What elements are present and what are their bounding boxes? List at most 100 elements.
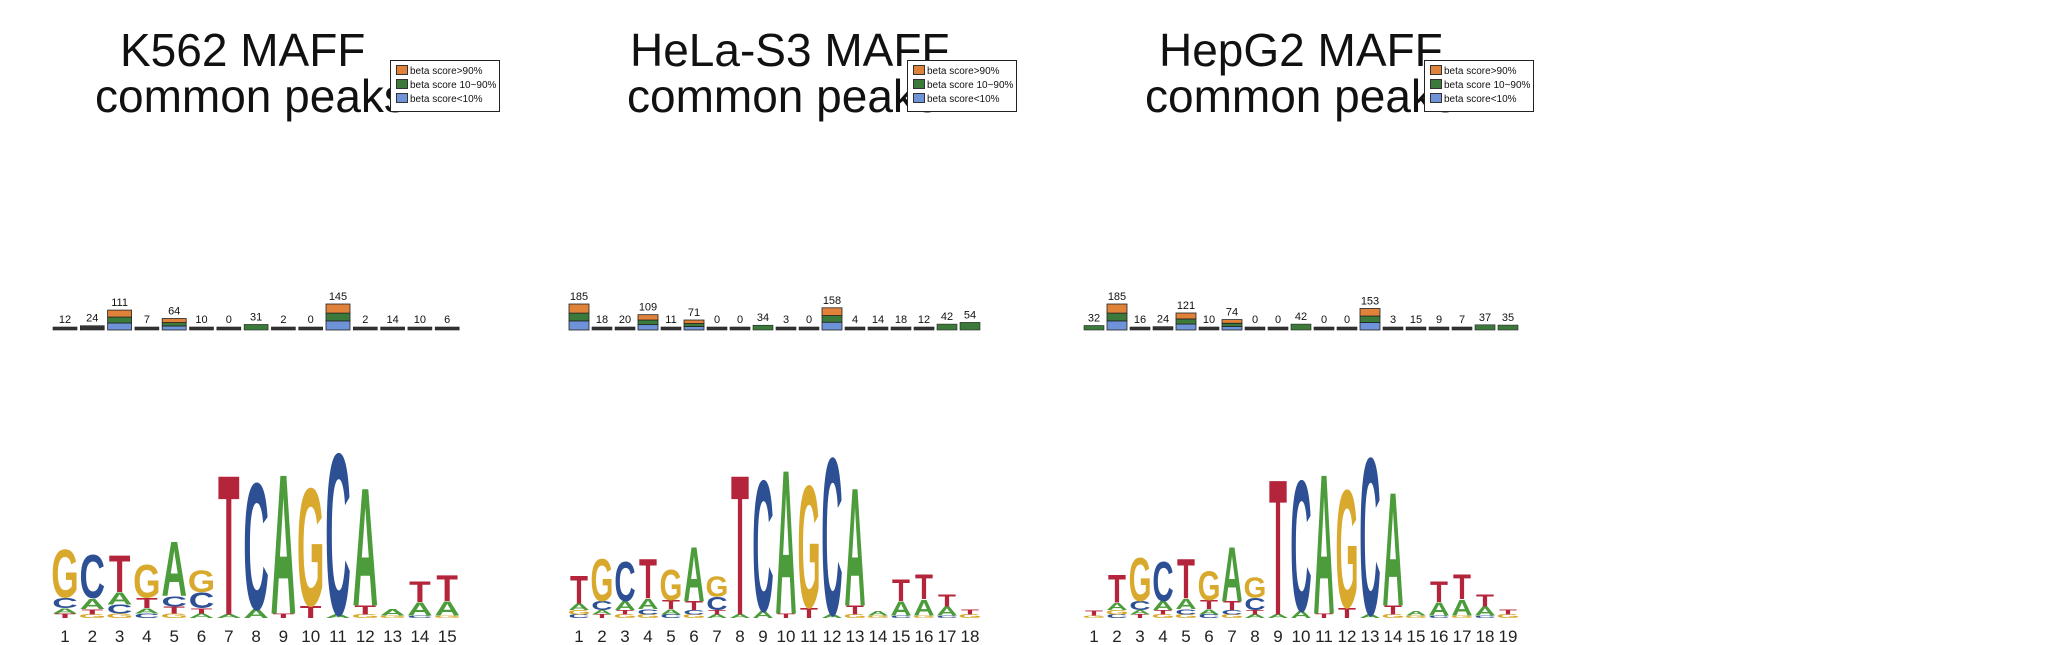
count-bar-segment-high bbox=[684, 320, 704, 323]
motif-letter-T: T bbox=[731, 435, 749, 645]
position-label: 13 bbox=[1361, 627, 1380, 645]
count-label: 121 bbox=[1177, 300, 1195, 312]
count-bar-segment-high bbox=[1176, 313, 1196, 319]
legend-swatch-low bbox=[913, 93, 925, 103]
motif-letter-T: T bbox=[1269, 441, 1287, 645]
count-bar bbox=[1176, 313, 1196, 330]
position-label: 11 bbox=[1315, 627, 1333, 645]
count-label: 7 bbox=[1459, 314, 1465, 326]
legend-swatch-mid bbox=[1430, 79, 1442, 89]
position-label: 11 bbox=[329, 627, 347, 645]
count-label: 31 bbox=[250, 311, 262, 323]
count-bar-segment bbox=[615, 327, 635, 330]
count-label: 3 bbox=[783, 314, 789, 326]
motif-letter-A: A bbox=[844, 452, 865, 641]
count-label: 0 bbox=[1275, 314, 1281, 326]
position-label: 4 bbox=[643, 627, 652, 645]
count-bar bbox=[1084, 326, 1104, 330]
count-bar bbox=[1498, 325, 1518, 330]
legend-label-low: beta score<10% bbox=[927, 94, 1000, 105]
count-bar-segment bbox=[753, 325, 773, 330]
motif-letter-G: G bbox=[133, 554, 160, 607]
count-bar bbox=[299, 327, 323, 330]
count-label: 18 bbox=[895, 314, 907, 326]
count-bar-segment-mid bbox=[1176, 319, 1196, 324]
count-label: 20 bbox=[619, 314, 631, 326]
count-label: 10 bbox=[414, 314, 426, 326]
count-bar-segment bbox=[217, 327, 241, 330]
motif-letter-T: T bbox=[961, 608, 979, 616]
count-bar bbox=[1153, 327, 1173, 330]
count-bar bbox=[353, 327, 377, 330]
count-bar bbox=[271, 327, 295, 330]
legend-swatch-high bbox=[913, 65, 925, 75]
count-bar-segment bbox=[53, 327, 77, 330]
count-bar-segment bbox=[1291, 324, 1311, 330]
count-bar bbox=[891, 327, 911, 330]
legend-swatch-low bbox=[1430, 93, 1442, 103]
position-label: 10 bbox=[1292, 627, 1311, 645]
motif-letter-A: A bbox=[683, 532, 704, 618]
motif-letter-G: G bbox=[591, 548, 614, 615]
count-label: 42 bbox=[1295, 311, 1307, 323]
motif-letter-T: T bbox=[1476, 591, 1494, 611]
position-label: 3 bbox=[1135, 627, 1144, 645]
count-label: 0 bbox=[714, 314, 720, 326]
count-bar-segment bbox=[1199, 327, 1219, 330]
motif-letter-G: G bbox=[660, 560, 683, 609]
count-bar-segment bbox=[1383, 327, 1403, 330]
count-label: 6 bbox=[444, 314, 450, 326]
position-label: 10 bbox=[301, 627, 320, 645]
position-label: 17 bbox=[1453, 627, 1472, 645]
count-label: 35 bbox=[1502, 312, 1514, 324]
count-label: 158 bbox=[823, 295, 841, 307]
count-bar-segment-low bbox=[1360, 322, 1380, 330]
count-label: 12 bbox=[918, 314, 930, 326]
motif-letter-C: C bbox=[821, 412, 842, 645]
motif-letter-T: T bbox=[938, 591, 956, 611]
count-bar bbox=[799, 327, 819, 330]
count-bar-segment bbox=[1406, 327, 1426, 330]
motif-letter-C: C bbox=[1359, 412, 1380, 645]
position-label: 3 bbox=[620, 627, 629, 645]
legend-item-low: beta score<10% bbox=[913, 93, 1016, 107]
position-label: 8 bbox=[251, 627, 260, 645]
motif-letter-A: A bbox=[867, 610, 888, 617]
count-bar-segment-low bbox=[326, 321, 350, 330]
motif-letter-A: A bbox=[161, 525, 186, 613]
count-bar bbox=[1475, 325, 1495, 330]
sequence-logo-svg: 32GT1185CGAT216TACG324GTAC4121GCAT510CAT… bbox=[1032, 270, 1714, 645]
position-label: 6 bbox=[1204, 627, 1213, 645]
count-label: 109 bbox=[639, 302, 657, 314]
motif-letter-A: A bbox=[271, 434, 296, 645]
motif-letter-T: T bbox=[570, 568, 588, 612]
position-label: 14 bbox=[869, 627, 888, 645]
motif-letter-G: G bbox=[1244, 573, 1267, 605]
count-bar bbox=[217, 327, 241, 330]
count-bar bbox=[108, 310, 132, 330]
count-label: 4 bbox=[852, 314, 858, 326]
position-label: 7 bbox=[712, 627, 721, 645]
count-label: 153 bbox=[1361, 295, 1379, 307]
count-bar bbox=[776, 327, 796, 330]
motif-letter-G: G bbox=[798, 448, 821, 645]
count-bar-segment bbox=[135, 327, 159, 330]
motif-letter-C: C bbox=[243, 445, 268, 645]
position-label: 1 bbox=[60, 627, 69, 645]
legend-label-low: beta score<10% bbox=[410, 94, 483, 105]
count-bar-segment-high bbox=[569, 304, 589, 313]
position-label: 6 bbox=[689, 627, 698, 645]
count-bar bbox=[435, 327, 459, 330]
motif-letter-A: A bbox=[380, 608, 405, 618]
count-bar bbox=[1199, 327, 1219, 330]
count-label: 0 bbox=[1252, 314, 1258, 326]
legend-item-mid: beta score 10~90% bbox=[913, 79, 1016, 93]
motif-letter-A: A bbox=[1221, 532, 1242, 618]
title-line-2: common peaks bbox=[1145, 66, 1457, 126]
legend-label-low: beta score<10% bbox=[1444, 94, 1517, 105]
position-label: 5 bbox=[666, 627, 675, 645]
count-bar bbox=[1130, 327, 1150, 330]
count-bar bbox=[1222, 320, 1242, 330]
motif-letter-A: A bbox=[1313, 434, 1334, 645]
count-bar bbox=[1291, 324, 1311, 330]
